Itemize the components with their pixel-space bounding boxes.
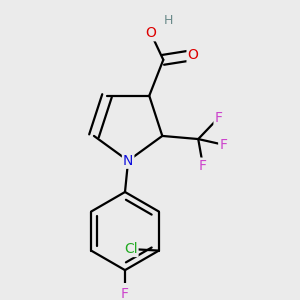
- Text: F: F: [219, 138, 227, 152]
- Text: N: N: [123, 154, 133, 168]
- Text: O: O: [146, 26, 156, 40]
- Text: Cl: Cl: [124, 242, 137, 256]
- Text: F: F: [121, 286, 129, 300]
- Text: H: H: [163, 14, 173, 27]
- Text: F: F: [199, 159, 207, 172]
- Text: O: O: [188, 48, 198, 62]
- Text: F: F: [214, 111, 223, 125]
